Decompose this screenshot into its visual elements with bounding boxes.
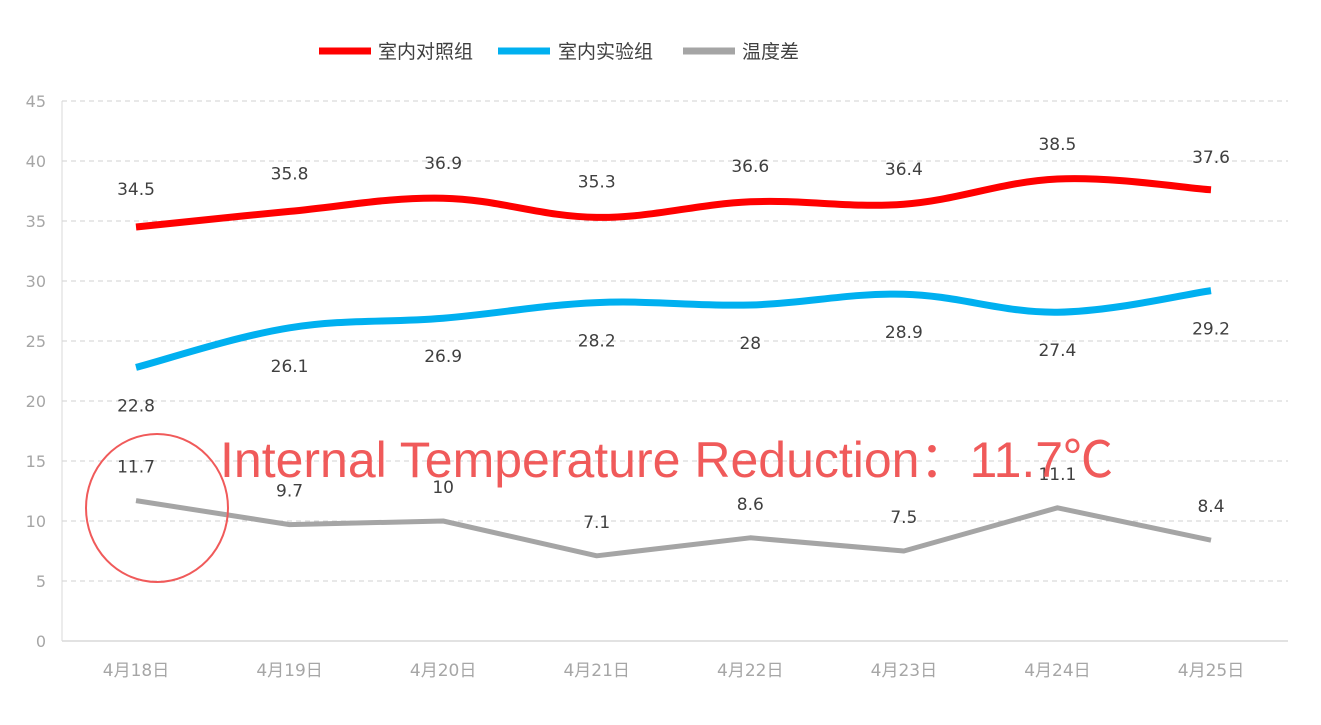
data-label: 29.2 [1192, 320, 1230, 340]
legend: 室内对照组 室内实验组 温度差 [319, 41, 799, 63]
y-tick-label: 15 [26, 452, 46, 471]
y-tick-label: 40 [26, 152, 46, 171]
series-line-1 [135, 175, 1212, 231]
y-tick-label: 20 [26, 392, 46, 411]
y-tick-label: 45 [26, 92, 46, 111]
data-label: 26.9 [424, 347, 462, 367]
highlight-circle [85, 433, 229, 583]
data-label: 28 [739, 334, 761, 354]
data-label: 28.2 [578, 332, 616, 352]
data-label: 34.5 [117, 180, 155, 200]
y-tick-label: 5 [36, 572, 46, 591]
data-label: 36.9 [424, 154, 462, 174]
axis-layer: 0 5 10 15 20 25 30 35 40 45 4月18日 4月19日 4月20日 4月21日 4月… [26, 92, 1288, 681]
data-label: 27.4 [1038, 341, 1076, 361]
x-tick-label: 4月25日 [1178, 661, 1244, 681]
annotation-layer: Internal Temperature Reduction：11.7℃ [85, 432, 1113, 583]
grid-layer [62, 100, 1288, 582]
data-label: 8.6 [737, 495, 764, 515]
data-label: 9.7 [276, 482, 303, 502]
y-tick-label: 30 [26, 272, 46, 291]
legend-label: 温度差 [742, 41, 799, 63]
y-tick-label: 0 [36, 632, 46, 651]
data-label: 8.4 [1197, 497, 1224, 517]
data-label: 36.4 [885, 160, 923, 180]
y-tick-label: 35 [26, 212, 46, 231]
data-label: 36.6 [731, 157, 769, 177]
y-tick-label: 10 [26, 512, 46, 531]
series-layer [135, 175, 1212, 559]
data-label: 35.3 [578, 172, 616, 192]
legend-label: 室内实验组 [558, 41, 653, 63]
series-line-3 [135, 498, 1212, 559]
x-tick-label: 4月19日 [256, 661, 322, 681]
data-label: 38.5 [1038, 135, 1076, 155]
data-label: 26.1 [271, 357, 309, 377]
data-label: 22.8 [117, 396, 155, 416]
legend-label: 室内对照组 [378, 41, 473, 63]
series-line-2 [135, 287, 1212, 371]
data-label: 11.7 [117, 458, 155, 478]
data-label: 10 [432, 478, 454, 498]
x-tick-label: 4月18日 [103, 661, 169, 681]
x-tick-label: 4月20日 [410, 661, 476, 681]
data-label: 35.8 [271, 164, 309, 184]
data-label: 11.1 [1038, 465, 1076, 485]
data-label: 37.6 [1192, 148, 1230, 168]
y-tick-label: 25 [26, 332, 46, 351]
x-tick-label: 4月23日 [871, 661, 937, 681]
annotation-text: Internal Temperature Reduction：11.7℃ [220, 432, 1113, 488]
data-label: 7.1 [583, 513, 610, 533]
data-label-layer: 34.5 35.8 36.9 35.3 36.6 36.4 38.5 37.6 22.8 26.1… [117, 135, 1230, 533]
data-label: 7.5 [890, 508, 917, 528]
x-tick-label: 4月21日 [563, 661, 629, 681]
x-tick-label: 4月24日 [1024, 661, 1090, 681]
x-tick-label: 4月22日 [717, 661, 783, 681]
data-label: 28.9 [885, 323, 923, 343]
